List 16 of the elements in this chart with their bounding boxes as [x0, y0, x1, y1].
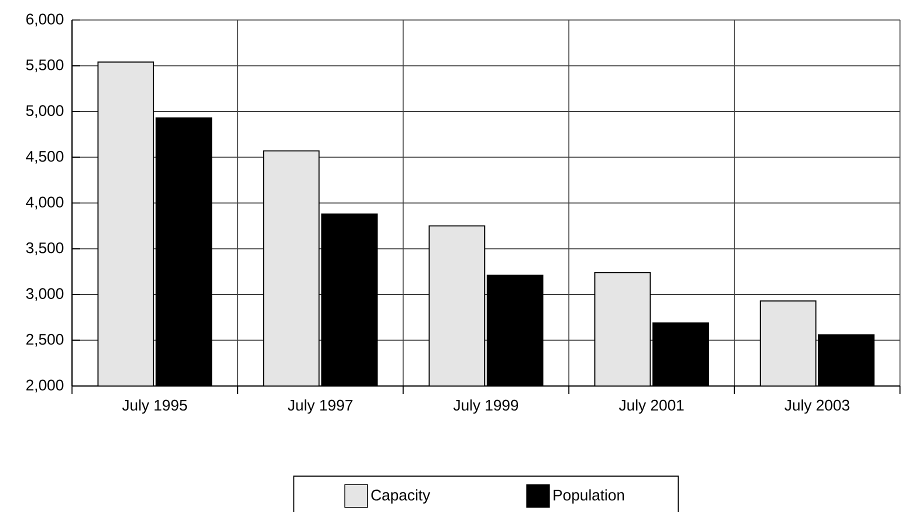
x-tick-label: July 1997 — [288, 399, 352, 414]
x-tick-label: July 1999 — [453, 399, 518, 414]
y-tick-label: 4,000 — [26, 196, 64, 210]
y-tick-label: 5,000 — [26, 105, 64, 118]
y-tick-label: 6,000 — [26, 14, 64, 26]
y-tick-label: 2,500 — [26, 334, 64, 347]
legend-label: Population — [554, 489, 624, 504]
y-tick-label: 2,000 — [26, 380, 64, 392]
y-tick-label: 5,500 — [26, 59, 64, 72]
x-tick-label: July 1995 — [122, 399, 187, 414]
x-tick-label: July 2003 — [784, 399, 850, 414]
y-tick-label: 3,500 — [26, 242, 64, 256]
y-tick-label: 4,500 — [26, 150, 64, 164]
legend-label: Capacity — [371, 489, 430, 504]
y-tick-label: 3,000 — [26, 288, 64, 301]
x-tick-label: July 2001 — [619, 399, 684, 414]
